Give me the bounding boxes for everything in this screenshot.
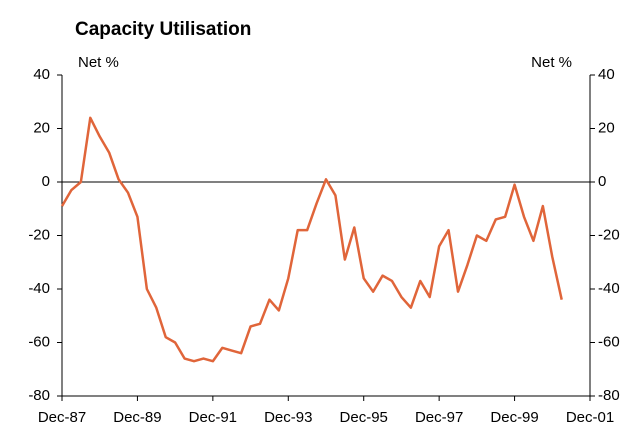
x-tick-label: Dec-97 [415, 409, 463, 426]
y2-axis-label: Net % [531, 54, 572, 71]
y-tick-label: -40 [28, 280, 50, 297]
y2-tick-label: -80 [598, 387, 620, 404]
y-tick-label: 20 [33, 119, 50, 136]
y-tick-label: -80 [28, 387, 50, 404]
x-tick-label: Dec-99 [490, 409, 538, 426]
y-tick-label: 40 [33, 66, 50, 83]
y-tick-label: -20 [28, 226, 50, 243]
y-tick-label: -60 [28, 333, 50, 350]
x-tick-label: Dec-93 [264, 409, 312, 426]
x-tick-label: Dec-91 [189, 409, 237, 426]
x-tick-label: Dec-87 [38, 409, 86, 426]
x-tick-label: Dec-89 [113, 409, 161, 426]
data-line [60, 116, 563, 363]
y2-tick-label: -60 [598, 333, 620, 350]
y-axis-label: Net % [78, 54, 119, 71]
y-tick-label: 0 [42, 173, 50, 190]
y2-tick-label: 20 [598, 119, 615, 136]
chart-title: Capacity Utilisation [75, 19, 251, 40]
y2-tick-label: -20 [598, 226, 620, 243]
x-tick-label: Dec-95 [340, 409, 388, 426]
y2-tick-label: 0 [598, 173, 606, 190]
x-tick-label: Dec-01 [566, 409, 614, 426]
y2-tick-label: -40 [598, 280, 620, 297]
y2-tick-label: 40 [598, 66, 615, 83]
